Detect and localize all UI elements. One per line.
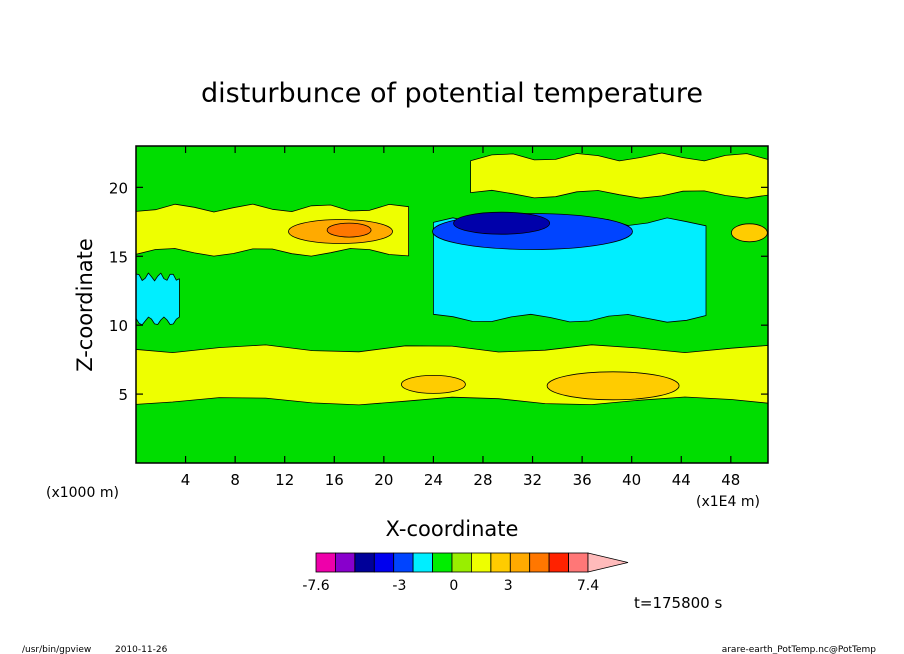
contour-feature-warm-core-inner	[326, 222, 372, 238]
chart-title: disturbunce of potential temperature	[201, 78, 703, 109]
x-tick-label: 48	[721, 471, 740, 489]
x-tick-label: 12	[275, 471, 294, 489]
colorbar-segment	[509, 552, 531, 573]
x-tick-label: 16	[325, 471, 344, 489]
x-tick-label: 40	[622, 471, 641, 489]
x-axis: 4 8 12 16 20 24 28 32 36 40 44 48	[181, 146, 740, 489]
y-tick-label: 15	[109, 248, 128, 266]
x-tick-label: 4	[181, 471, 191, 489]
colorbar-extend-arrow	[587, 552, 629, 573]
footer-program: /usr/bin/gpview	[22, 645, 91, 654]
x-tick-label: 44	[672, 471, 691, 489]
colorbar-segment	[568, 552, 589, 573]
y-axis: 5 10 15 20	[109, 179, 768, 404]
x-axis-label: X-coordinate	[386, 517, 519, 541]
plot-frame	[135, 145, 769, 464]
contour-band-left-cold-patch	[136, 272, 180, 326]
colorbar: -7.6 -3 0 3 7.4	[302, 552, 629, 594]
colorbar-segment	[490, 552, 511, 573]
footer-date: 2010-11-26	[115, 645, 168, 654]
y-unit-label: (x1000 m)	[46, 485, 119, 501]
colorbar-tick-label: -7.6	[302, 578, 329, 594]
x-tick-label: 32	[523, 471, 542, 489]
colorbar-segment	[432, 552, 453, 573]
colorbar-tick-label: 7.4	[577, 578, 599, 594]
x-tick-label: 36	[573, 471, 592, 489]
colorbar-segment	[412, 552, 433, 573]
colorbar-tick-label: 0	[449, 578, 458, 594]
y-tick-label: 5	[118, 386, 128, 404]
footer-source: arare-earth_PotTemp.nc@PotTemp	[722, 645, 877, 654]
y-axis-label: Z-coordinate	[73, 238, 97, 372]
colorbar-segment	[451, 552, 472, 573]
plot-area	[136, 146, 768, 463]
colorbar-segment	[334, 552, 356, 573]
x-tick-label: 24	[424, 471, 443, 489]
contour-feature-lower-warm-right	[546, 371, 680, 401]
colorbar-segment	[354, 552, 375, 573]
y-tick-label: 10	[109, 317, 128, 335]
contour-feature-upper-warm-right-edge	[731, 223, 768, 243]
contour-band-upper-right-warm	[470, 152, 768, 199]
colorbar-tick-label: 3	[504, 578, 513, 594]
contour-features	[288, 211, 768, 401]
x-tick-label: 8	[230, 471, 240, 489]
colorbar-segment	[373, 552, 395, 573]
colorbar-tick-label: -3	[392, 578, 406, 594]
colorbar-segment	[470, 552, 492, 573]
contour-feature-cold-core-inner	[453, 211, 551, 235]
colorbar-segment	[393, 552, 414, 573]
y-tick-label: 20	[109, 179, 128, 197]
x-tick-label: 20	[374, 471, 393, 489]
contour-feature-lower-warm-mid	[400, 374, 466, 394]
colorbar-segment	[315, 552, 336, 573]
colorbar-segment	[548, 552, 569, 573]
contour-band-lower-warm-layer	[136, 344, 768, 406]
colorbar-segment	[529, 552, 550, 573]
time-label: t=175800 s	[634, 594, 722, 612]
x-unit-label: (x1E4 m)	[696, 494, 760, 510]
x-tick-label: 28	[473, 471, 492, 489]
